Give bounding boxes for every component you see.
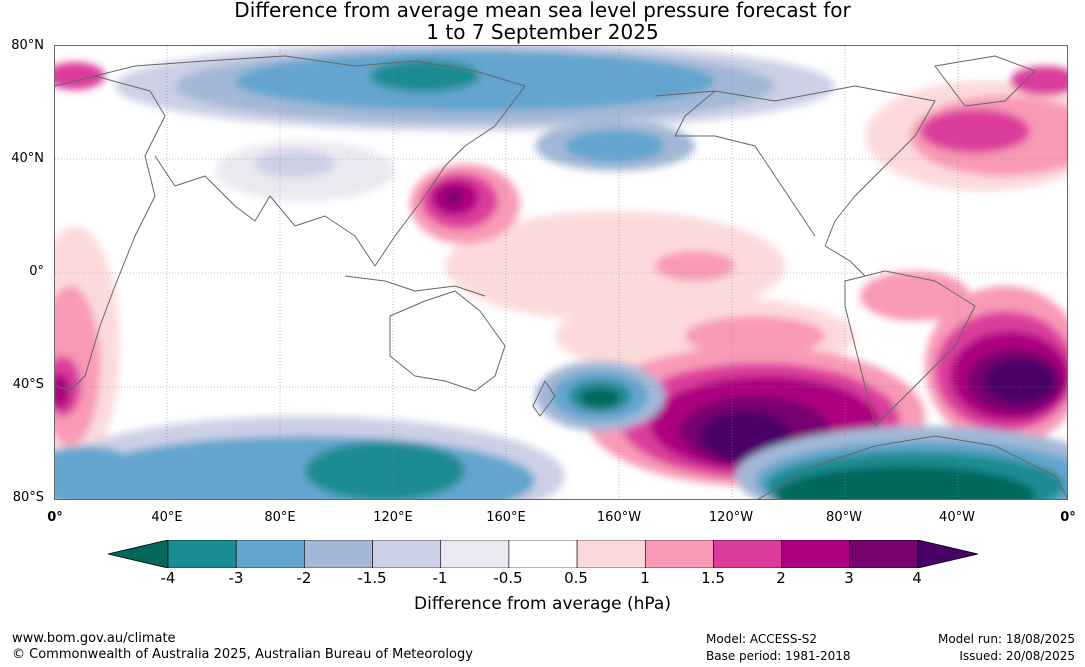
colorbar-tick: 4 — [912, 569, 922, 587]
anomaly-field — [55, 46, 1067, 499]
colorbar-tick: 2 — [776, 569, 786, 587]
lat-label-80n: 80°N — [11, 38, 44, 53]
colorbar-segment — [713, 540, 782, 568]
pressure-anomaly-map — [54, 45, 1068, 500]
lon-label-80e: 80°E — [264, 510, 296, 525]
lon-label-0-right: 0° — [1060, 510, 1076, 525]
colorbar-segment — [644, 540, 714, 568]
colorbar-tick: -1 — [432, 569, 448, 587]
lon-label-120e: 120°E — [373, 510, 413, 525]
colorbar-tick: -4 — [160, 569, 176, 587]
bom-climate-link[interactable]: www.bom.gov.au/climate — [12, 631, 176, 646]
colorbar-tick: 1 — [640, 569, 650, 587]
lon-label-80w: 80°W — [826, 510, 862, 525]
colorbar-segment — [576, 540, 646, 568]
colorbar-segment — [849, 540, 919, 568]
lon-label-0-left: 0° — [47, 510, 63, 525]
colorbar-segment — [304, 540, 373, 568]
map-title-line1: Difference from average mean sea level p… — [234, 0, 851, 22]
lon-label-120w: 120°W — [708, 510, 754, 525]
colorbar-tick: -0.5 — [493, 569, 523, 587]
colorbar-tick: -1.5 — [357, 569, 387, 587]
lat-label-equator: 0° — [29, 264, 44, 279]
coastlines — [55, 55, 1067, 499]
colorbar-tick: -3 — [228, 569, 244, 587]
colorbar-segment — [781, 540, 851, 568]
lat-label-80s: 80°S — [12, 490, 44, 505]
lat-label-40n: 40°N — [11, 151, 44, 166]
colorbar — [108, 540, 978, 568]
colorbar-tick: 0.5 — [564, 569, 588, 587]
colorbar-tick: 1.5 — [701, 569, 725, 587]
lon-label-40w: 40°W — [939, 510, 975, 525]
colorbar-over-triangle — [917, 540, 978, 568]
colorbar-segment — [440, 540, 510, 568]
lon-label-40e: 40°E — [151, 510, 183, 525]
colorbar-segment — [167, 540, 237, 568]
issued-date: Issued: 20/08/2025 — [959, 649, 1075, 663]
colorbar-under-triangle — [108, 540, 169, 568]
colorbar-tick: 3 — [844, 569, 854, 587]
model-run-date: Model run: 18/08/2025 — [937, 632, 1075, 646]
colorbar-segments — [167, 540, 919, 568]
colorbar-label: Difference from average (hPa) — [414, 594, 671, 614]
lat-label-40s: 40°S — [12, 377, 44, 392]
base-period: Base period: 1981-2018 — [706, 649, 851, 663]
colorbar-segment — [235, 540, 305, 568]
copyright-text: © Commonwealth of Australia 2025, Austra… — [12, 647, 473, 662]
map-title-line2: 1 to 7 September 2025 — [426, 20, 659, 44]
map-grid — [55, 46, 1067, 499]
lon-label-160e: 160°E — [486, 510, 526, 525]
colorbar-segment — [508, 540, 578, 568]
model-name: Model: ACCESS-S2 — [706, 632, 818, 646]
colorbar-segment — [372, 540, 442, 568]
colorbar-tick: -2 — [296, 569, 312, 587]
lon-label-160w: 160°W — [596, 510, 642, 525]
